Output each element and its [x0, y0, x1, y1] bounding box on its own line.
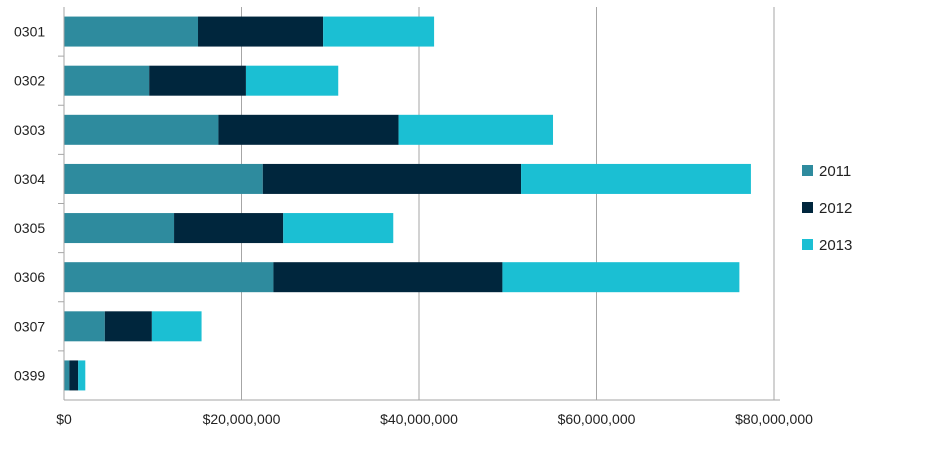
bar-segment-2011 — [64, 311, 105, 342]
bar-segment-2011 — [64, 114, 219, 145]
bar-segment-2011 — [64, 213, 175, 244]
bar-segment-2012 — [273, 262, 503, 293]
category-labels: 0301 0302 0303 0304 0305 0306 0307 0399 — [14, 24, 45, 384]
x-tick-label: $60,000,000 — [558, 411, 636, 427]
bar-segment-2012 — [104, 311, 152, 342]
bar-segment-2013 — [78, 360, 86, 391]
legend-swatch-2011 — [802, 165, 813, 176]
bar-segment-2012 — [69, 360, 79, 391]
category-label: 0307 — [14, 318, 45, 334]
bar-segment-2012 — [218, 114, 399, 145]
bars — [64, 16, 751, 391]
bar-segment-2013 — [521, 163, 751, 194]
legend-label-2012: 2012 — [819, 200, 852, 217]
legend-swatch-2012 — [802, 202, 813, 213]
gridlines — [241, 7, 775, 400]
bar-segment-2013 — [323, 16, 435, 47]
legend-label-2013: 2013 — [819, 237, 852, 254]
bar-segment-2013 — [283, 213, 394, 244]
bar-segment-2013 — [398, 114, 554, 145]
bar-segment-2012 — [198, 16, 324, 47]
category-label: 0305 — [14, 220, 45, 236]
bar-segment-2011 — [64, 262, 274, 293]
category-label: 0303 — [14, 122, 45, 138]
x-tick-label: $40,000,000 — [380, 411, 458, 427]
bar-segment-2011 — [64, 65, 150, 96]
category-label: 0301 — [14, 24, 45, 40]
category-label: 0306 — [14, 269, 45, 285]
bar-segment-2013 — [245, 65, 339, 96]
bar-segment-2011 — [64, 16, 199, 47]
category-label: 0302 — [14, 73, 45, 89]
bar-segment-2012 — [149, 65, 246, 96]
category-label: 0304 — [14, 171, 45, 187]
legend-label-2011: 2011 — [819, 163, 851, 180]
x-tick-label: $20,000,000 — [203, 411, 281, 427]
bar-segment-2011 — [64, 360, 70, 391]
bar-segment-2013 — [151, 311, 202, 342]
bar-segment-2013 — [502, 262, 740, 293]
x-tick-labels: $0 $20,000,000 $40,000,000 $60,000,000 $80,0… — [56, 411, 813, 427]
bar-segment-2012 — [174, 213, 284, 244]
legend-swatch-2013 — [802, 239, 813, 250]
legend: 2011 2012 2013 — [802, 163, 852, 254]
category-label: 0399 — [14, 367, 45, 383]
axes — [58, 7, 780, 401]
bar-segment-2012 — [262, 163, 522, 194]
bar-segment-2011 — [64, 163, 263, 194]
x-tick-label: $80,000,000 — [735, 411, 813, 427]
x-tick-label: $0 — [56, 411, 72, 427]
